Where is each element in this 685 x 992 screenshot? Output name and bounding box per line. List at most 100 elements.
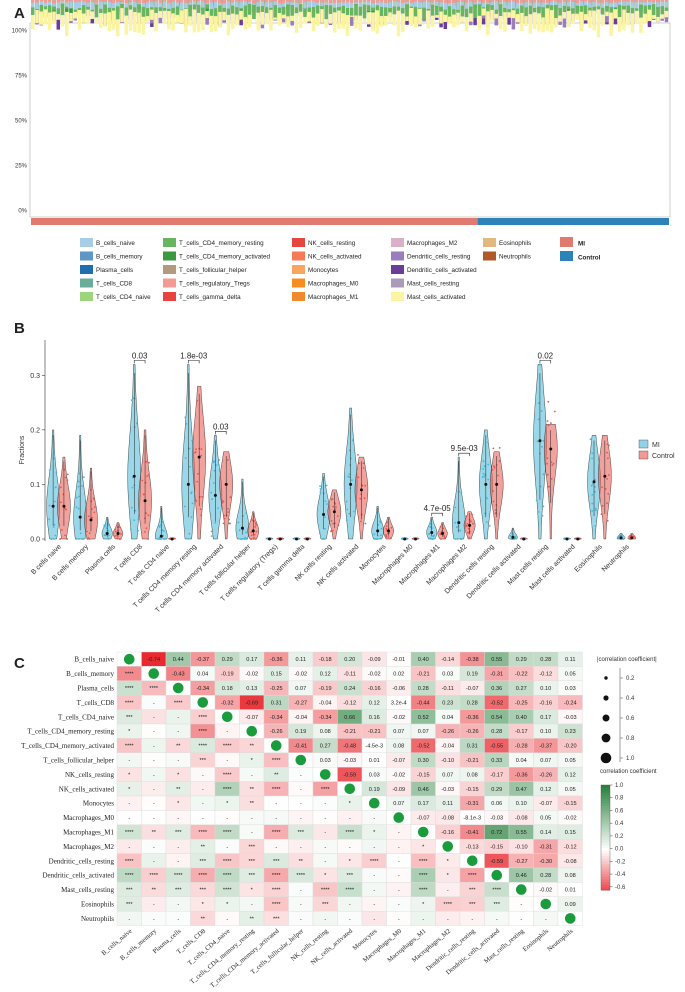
stack-segment <box>418 0 422 3</box>
data-point <box>346 508 349 511</box>
cell-value: 0.13 <box>246 686 257 692</box>
legend-swatch <box>292 251 305 261</box>
colorbar-label: -0.6 <box>615 885 626 891</box>
stack-segment <box>439 0 443 24</box>
cell-value: - <box>373 873 375 879</box>
column-labels: B_cells_naiveB_cells_memoryPlasma_cellsT… <box>100 927 574 989</box>
cell-value: **** <box>174 700 184 706</box>
cell-value: -0.02 <box>392 715 405 721</box>
cell-value: - <box>153 729 155 735</box>
data-point <box>334 508 337 510</box>
cell-value: -0.32 <box>221 700 234 706</box>
stack-segment <box>460 0 465 3</box>
cell-value: * <box>373 830 376 836</box>
stack-segment <box>337 0 341 3</box>
column-label: Eosinophils <box>522 927 551 953</box>
cell-value: *** <box>199 758 206 764</box>
stack-segment <box>99 0 103 9</box>
stack-segment <box>171 0 175 8</box>
colorbar-step <box>601 840 610 844</box>
colorbar-step <box>601 795 610 799</box>
stack-segment <box>549 0 554 33</box>
cell-value: **** <box>223 772 233 778</box>
data-point <box>156 538 159 540</box>
cell-value: 0.07 <box>442 772 453 778</box>
data-point <box>358 462 361 465</box>
data-point <box>487 463 490 466</box>
row-label: NK_cells_resting <box>65 771 114 779</box>
row-label: Monocytes <box>83 800 114 808</box>
stack-segment <box>120 0 124 9</box>
stack-segment <box>626 0 630 6</box>
data-point <box>471 513 473 516</box>
cell-value: 0.19 <box>369 787 380 793</box>
legend-swatch <box>391 292 404 301</box>
stack-segment <box>222 0 226 4</box>
cell-value: **** <box>149 686 159 692</box>
data-point <box>77 507 80 510</box>
data-point <box>607 457 609 460</box>
heatmap-cells: -0.74 0.44 -0.37 0.29 0.17 -0.36 0.11 -0.18 0.20… <box>116 651 583 926</box>
stack-segment <box>222 0 226 8</box>
cell-value: -0.34 <box>319 715 332 721</box>
cell-value: 0.08 <box>565 873 576 879</box>
violin-median <box>197 455 201 459</box>
stack-segment <box>375 0 380 6</box>
stack-segment <box>588 0 592 3</box>
data-point <box>546 457 549 459</box>
stack-segment <box>447 0 452 17</box>
stack-segment <box>43 0 48 7</box>
stack-segment <box>290 0 294 6</box>
stack-segment <box>588 0 592 8</box>
data-point <box>629 534 632 537</box>
stack-segment <box>205 0 209 3</box>
violin-median <box>441 532 445 536</box>
data-point <box>77 480 80 483</box>
cell-value: **** <box>321 787 331 793</box>
stack-segment <box>558 0 562 9</box>
data-point <box>134 509 137 512</box>
data-point <box>255 523 257 526</box>
data-point <box>550 461 553 464</box>
cell-value: 0.07 <box>418 729 429 735</box>
data-point <box>360 513 363 516</box>
data-point <box>86 530 88 533</box>
stack-segment <box>609 0 613 36</box>
cell-value: * <box>128 729 131 735</box>
stack-segment <box>549 0 554 3</box>
stack-segment <box>651 0 656 16</box>
data-point <box>114 530 117 533</box>
cell-value: - <box>153 902 155 908</box>
violin-median <box>51 504 55 508</box>
stack-segment <box>647 0 652 22</box>
stack-segment <box>350 0 354 3</box>
stack-segment <box>196 0 201 13</box>
data-point <box>199 508 202 511</box>
cell-value: **** <box>443 902 453 908</box>
data-point <box>48 469 51 471</box>
data-point <box>210 535 213 537</box>
stack-segment <box>345 0 350 36</box>
stack-segment <box>60 0 65 16</box>
colorbar-step <box>601 792 610 797</box>
cell-value: 0.03 <box>565 686 576 692</box>
colorbar-step <box>601 806 610 810</box>
data-point <box>319 488 322 490</box>
data-point <box>158 526 161 528</box>
cell-value: **** <box>419 873 429 879</box>
data-point <box>228 518 231 521</box>
stack-segment <box>435 0 439 16</box>
cell-value: **** <box>345 888 355 894</box>
stack-segment <box>162 0 167 25</box>
data-point <box>87 515 90 518</box>
data-point <box>459 538 462 540</box>
data-point <box>187 537 190 540</box>
diagonal-dot <box>319 769 331 780</box>
stack-segment <box>571 0 575 2</box>
violin-median <box>511 535 515 539</box>
cell-value: - <box>177 758 179 764</box>
cell-value: *** <box>248 844 255 850</box>
stack-segment <box>307 0 311 8</box>
stack-segment <box>48 0 52 6</box>
